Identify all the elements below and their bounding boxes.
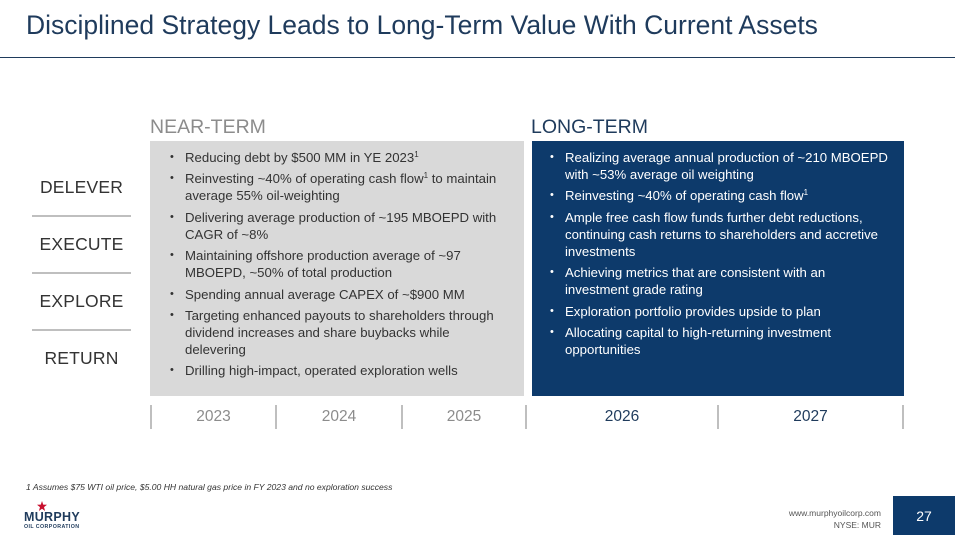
label-explore: EXPLORE — [39, 291, 124, 311]
bullet-text: Reinvesting ~40% of operating cash flow — [185, 171, 424, 187]
near-term-bullet: Reducing debt by $500 MM in YE 20231 — [168, 149, 510, 166]
year-tick — [275, 405, 277, 429]
year-2023: 2023 — [196, 408, 231, 425]
website-link[interactable]: www.murphyoilcorp.com — [788, 508, 881, 518]
near-term-heading: NEAR-TERM — [150, 116, 266, 138]
label-execute: EXECUTE — [39, 234, 124, 254]
label-return: RETURN — [44, 348, 119, 368]
near-term-bullet: Targeting enhanced payouts to shareholde… — [168, 307, 510, 358]
near-term-bullet: Spending annual average CAPEX of ~$900 M… — [168, 286, 510, 303]
year-2026: 2026 — [604, 408, 640, 425]
long-term-bullet: Realizing average annual production of ~… — [548, 149, 890, 183]
year-tick — [401, 405, 403, 429]
slide-title: Disciplined Strategy Leads to Long-Term … — [26, 10, 818, 40]
near-term-bullet: Reinvesting ~40% of operating cash flow1… — [168, 170, 510, 204]
bullet-text: Reducing debt by $500 MM in YE 2023 — [185, 150, 415, 165]
long-term-bullet: Exploration portfolio provides upside to… — [548, 303, 890, 320]
long-term-box: Realizing average annual production of ~… — [532, 141, 904, 396]
long-term-bullet: Achieving metrics that are consistent wi… — [548, 264, 890, 298]
title-divider — [0, 57, 955, 58]
year-tick — [902, 405, 904, 429]
label-divider — [32, 329, 131, 331]
stock-ticker: NYSE: MUR — [833, 520, 881, 530]
near-term-bullet: Maintaining offshore production average … — [168, 247, 510, 281]
bullet-text: Reinvesting ~40% of operating cash flow — [565, 188, 804, 204]
year-2025: 2025 — [446, 408, 482, 425]
year-tick — [525, 405, 527, 429]
near-term-bullet: Delivering average production of ~195 MB… — [168, 209, 510, 243]
footnote-ref: 1 — [423, 171, 429, 181]
strategy-labels: DELEVER EXECUTE EXPLORE RETURN — [32, 160, 131, 386]
long-term-heading: LONG-TERM — [531, 116, 648, 138]
murphy-logo: MURPHY OIL CORPORATION — [24, 501, 94, 531]
page-number: 27 — [893, 496, 955, 535]
label-divider — [32, 272, 131, 274]
long-term-bullet: Allocating capital to high-returning inv… — [548, 324, 890, 358]
long-term-list: Realizing average annual production of ~… — [548, 149, 890, 358]
footnote-ref: 1 — [803, 188, 809, 198]
year-2024: 2024 — [321, 408, 357, 425]
label-delever: DELEVER — [39, 177, 124, 197]
year-2027: 2027 — [793, 408, 828, 425]
near-term-box: Reducing debt by $500 MM in YE 20231 Rei… — [150, 141, 524, 396]
long-term-bullet: Reinvesting ~40% of operating cash flow1 — [548, 187, 890, 204]
near-term-bullet: Drilling high-impact, operated explorati… — [168, 362, 510, 379]
year-tick — [150, 405, 152, 429]
logo-name: MURPHY — [24, 510, 80, 524]
footnote-ref: 1 — [414, 150, 419, 159]
bullet-text-rest: to maintain average 55% oil-weighting — [185, 171, 497, 204]
footnote: 1 Assumes $75 WTI oil price, $5.00 HH na… — [26, 482, 393, 492]
label-divider — [32, 215, 131, 217]
logo-subtitle: OIL CORPORATION — [24, 524, 80, 530]
long-term-bullet: Ample free cash flow funds further debt … — [548, 209, 890, 260]
star-icon — [37, 501, 47, 511]
near-term-list: Reducing debt by $500 MM in YE 20231 Rei… — [168, 149, 510, 379]
year-tick — [717, 405, 719, 429]
